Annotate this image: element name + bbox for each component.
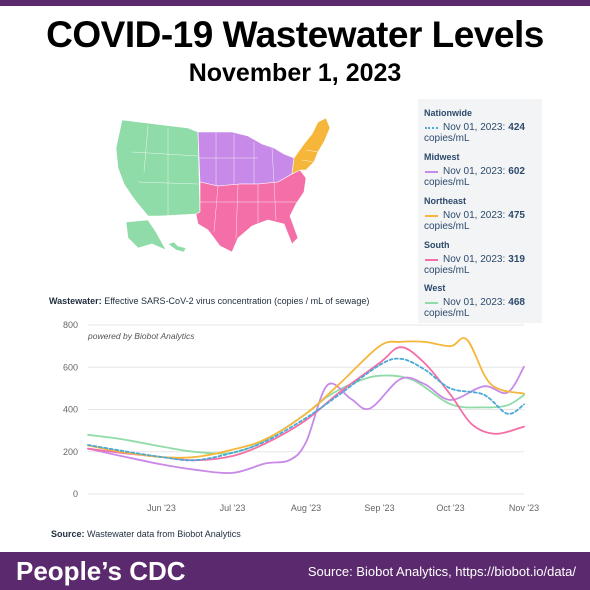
legend-value: 602 xyxy=(508,166,525,177)
map-region-south xyxy=(195,169,307,253)
legend-region-name: Northeast xyxy=(424,196,467,206)
map-region-midwest xyxy=(197,131,295,187)
map-region-west-hawaii xyxy=(167,241,187,253)
legend-region-name: West xyxy=(424,283,446,293)
x-tick-label: Sep '23 xyxy=(364,503,394,513)
y-tick-label: 0 xyxy=(73,489,78,499)
legend-unit: copies/mL xyxy=(424,221,470,232)
legend-swatch xyxy=(425,126,438,129)
y-tick-label: 400 xyxy=(63,405,78,415)
legend-swatch xyxy=(425,214,438,217)
page-title: COVID-19 Wastewater Levels xyxy=(46,14,544,55)
legend-value: 424 xyxy=(508,122,525,133)
chart-source-note: Source: Wastewater data from Biobot Anal… xyxy=(51,529,241,539)
y-tick-label: 600 xyxy=(63,362,78,372)
legend-region-name: Midwest xyxy=(424,152,460,162)
chart-description: Wastewater: Effective SARS-CoV-2 virus c… xyxy=(49,296,369,306)
brand-logo: People’s CDC xyxy=(16,556,186,586)
x-tick-label: Oct '23 xyxy=(436,503,464,513)
legend-item-northeast: Northeast Nov 01, 2023: 475 copies/mL xyxy=(424,196,540,232)
source-note-bold: Source: xyxy=(51,529,85,539)
legend-value: 468 xyxy=(508,297,525,308)
legend-date: Nov 01, 2023: xyxy=(443,210,506,221)
x-axis-ticks: Jun '23 Jul '23 Aug '23 Sep '23 Oct '23 Nov '… xyxy=(147,503,539,513)
chart-grid xyxy=(88,324,524,495)
legend-date: Nov 01, 2023: xyxy=(443,166,506,177)
source-note-text: Wastewater data from Biobot Analytics xyxy=(87,529,241,539)
legend-unit: copies/mL xyxy=(424,177,470,188)
page-date: November 1, 2023 xyxy=(188,59,402,87)
series-line-nationwide xyxy=(87,357,525,462)
legend-swatch xyxy=(425,170,438,173)
legend-region-name: South xyxy=(424,240,450,250)
chart-watermark: powered by Biobot Analytics xyxy=(87,331,195,341)
legend-value: 475 xyxy=(508,210,525,221)
top-accent-bar xyxy=(0,0,590,6)
y-tick-label: 200 xyxy=(63,447,78,457)
chart-description-bold: Wastewater: xyxy=(49,296,102,306)
us-region-map xyxy=(115,117,331,253)
legend-item-south: South Nov 01, 2023: 319 copies/mL xyxy=(424,240,540,276)
legend-item-nationwide: Nationwide Nov 01, 2023: 424 copies/mL xyxy=(424,108,540,144)
y-tick-label: 800 xyxy=(63,320,78,330)
series-line-west xyxy=(87,374,525,455)
legend-date: Nov 01, 2023: xyxy=(443,122,506,133)
footer-bar: People’s CDC Source: Biobot Analytics, h… xyxy=(0,552,590,590)
chart-description-text: Effective SARS-CoV-2 virus concentration… xyxy=(104,296,370,306)
map-region-west xyxy=(115,119,201,217)
footer-source: Source: Biobot Analytics, https://biobot… xyxy=(307,564,576,579)
wastewater-line-chart: 0 200 400 600 800 Jun '23 Jul '23 Aug '23 Sep '… xyxy=(63,320,539,513)
chart-series xyxy=(87,337,525,475)
legend-value: 319 xyxy=(508,254,525,265)
x-tick-label: Nov '23 xyxy=(509,503,539,513)
legend-unit: copies/mL xyxy=(424,133,470,144)
y-axis-ticks: 0 200 400 600 800 xyxy=(63,320,78,499)
legend-date: Nov 01, 2023: xyxy=(443,297,506,308)
map-region-west-alaska xyxy=(125,219,167,251)
legend-date: Nov 01, 2023: xyxy=(443,254,506,265)
map-region-northeast xyxy=(291,117,331,175)
legend-swatch xyxy=(425,258,438,261)
legend-item-west: West Nov 01, 2023: 468 copies/mL xyxy=(424,283,540,319)
x-tick-label: Aug '23 xyxy=(291,503,321,513)
x-tick-label: Jun '23 xyxy=(147,503,176,513)
region-legend: Nationwide Nov 01, 2023: 424 copies/mL M… xyxy=(418,99,542,323)
legend-item-midwest: Midwest Nov 01, 2023: 602 copies/mL xyxy=(424,152,540,188)
series-line-midwest xyxy=(87,365,525,475)
x-tick-label: Jul '23 xyxy=(220,503,246,513)
legend-swatch xyxy=(425,301,438,304)
legend-region-name: Nationwide xyxy=(424,108,473,118)
legend-unit: copies/mL xyxy=(424,265,470,276)
legend-unit: copies/mL xyxy=(424,308,470,319)
